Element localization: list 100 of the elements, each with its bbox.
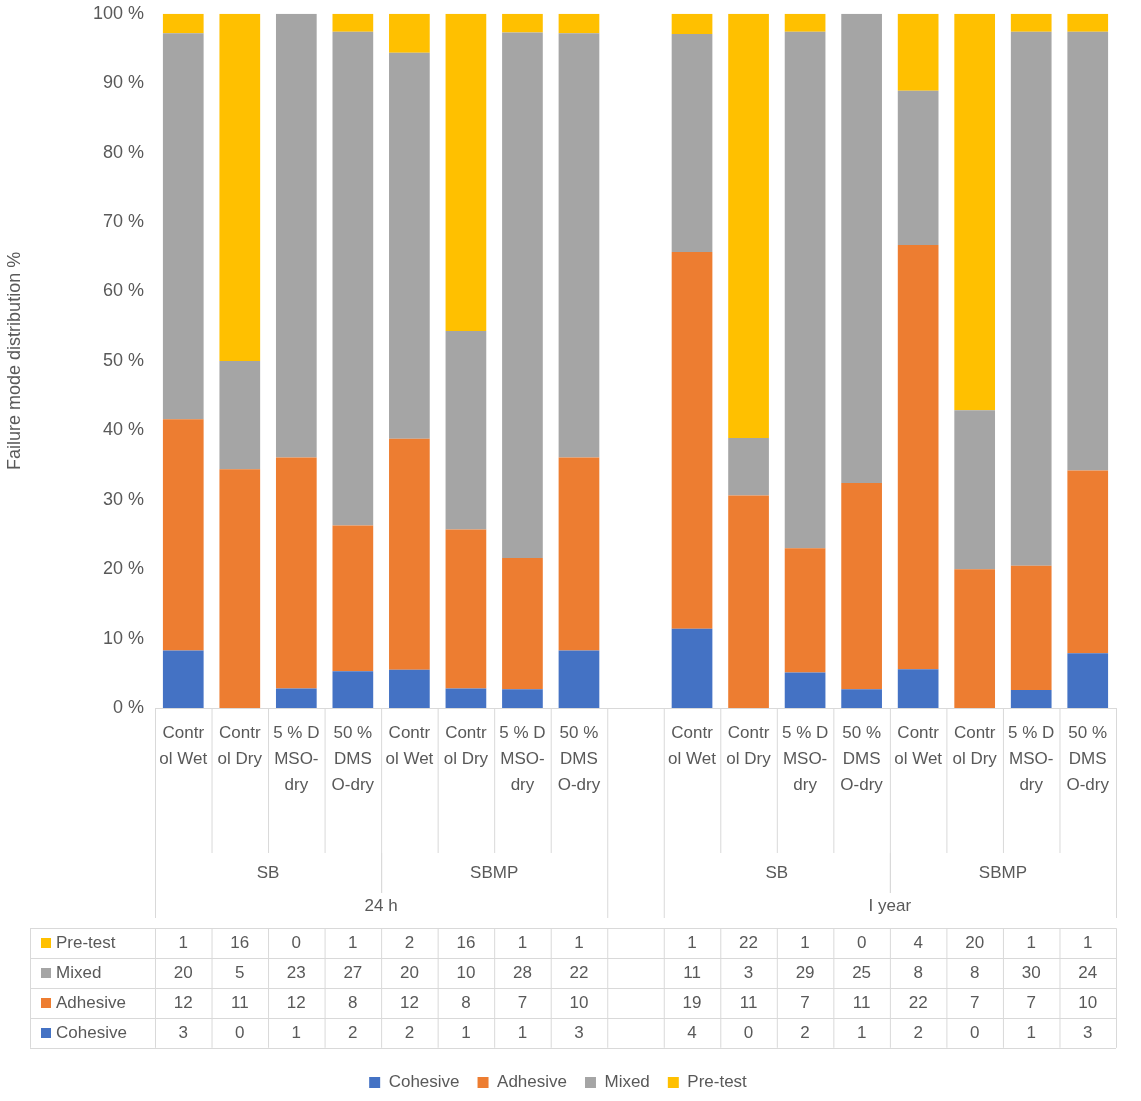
data-label: 24: [1078, 962, 1098, 982]
text: SBMP: [470, 862, 519, 882]
y-tick-label: 20 %: [102, 558, 144, 579]
bar: [502, 689, 543, 708]
bar: [502, 32, 543, 559]
bar: [445, 331, 487, 530]
data-label: 28: [512, 962, 532, 982]
bar: [219, 469, 261, 708]
legend-label: Cohesive: [388, 1072, 460, 1092]
bar: [841, 483, 882, 690]
data-label: 10: [456, 962, 476, 982]
data-label: 2: [800, 1022, 810, 1042]
data-label: 1: [1083, 932, 1093, 952]
bar: [275, 457, 317, 689]
y-tick-label: 10 %: [102, 627, 144, 648]
data-label: 1: [574, 932, 584, 952]
data-label: 7: [800, 992, 810, 1012]
data-label: 2: [348, 1022, 358, 1042]
bar: [558, 13, 600, 34]
bar: [841, 13, 882, 484]
text: SB: [256, 862, 280, 882]
data-label: 1: [1026, 1022, 1036, 1042]
data-label: 10: [1078, 992, 1098, 1012]
bar: [445, 529, 487, 689]
data-label: 29: [795, 962, 815, 982]
y-tick-label: 100 %: [92, 2, 144, 23]
data-label: 1: [348, 932, 358, 952]
bar: [784, 672, 826, 708]
data-label: 23: [286, 962, 306, 982]
bar: [162, 650, 204, 708]
data-label: 20: [173, 962, 193, 982]
bar: [784, 13, 826, 32]
data-label: 4: [913, 932, 923, 952]
bar: [389, 669, 430, 708]
bar: [445, 13, 487, 332]
data-label: 0: [856, 932, 867, 952]
x-tick-label: Control Dry: [952, 722, 998, 768]
x-tick-label: 5 % DMSO-dry: [1008, 722, 1055, 794]
data-label: 1: [687, 932, 697, 952]
x-tick-label: 5 % DMSO-dry: [273, 722, 320, 794]
bar: [728, 13, 769, 438]
bar: [1067, 13, 1109, 32]
data-label: 3: [574, 1022, 584, 1042]
data-label: 8: [913, 962, 923, 982]
data-label: 5: [235, 962, 245, 982]
data-label: 1: [1026, 932, 1036, 952]
data-label: 0: [291, 932, 302, 952]
data-label: 12: [399, 992, 419, 1012]
bar: [897, 90, 939, 245]
bar: [1010, 13, 1052, 32]
bar: [728, 437, 769, 496]
y-tick-label: 80 %: [102, 141, 144, 162]
data-label: 1: [461, 1022, 471, 1042]
bar: [558, 457, 600, 651]
x-tick-label: Control Wet: [894, 722, 943, 768]
data-label: 4: [687, 1022, 697, 1042]
data-label: 3: [743, 962, 754, 982]
x-tick-label: Control Dry: [726, 722, 772, 768]
bar: [897, 669, 939, 708]
x-tick-label: 50 % DMSO-dry: [1066, 722, 1110, 794]
bar: [1067, 470, 1109, 654]
bar: [162, 33, 204, 420]
x-tick-label: 5 % DMSO-dry: [499, 722, 546, 794]
bar: [954, 410, 996, 570]
data-label: 7: [517, 992, 528, 1012]
legend-label: Adhesive: [497, 1072, 567, 1092]
data-label: 3: [178, 1022, 188, 1042]
y-tick-label: 30 %: [102, 488, 144, 509]
text: SBMP: [978, 862, 1028, 882]
bar: [445, 688, 487, 708]
bar: [275, 688, 317, 708]
data-label: 1: [800, 932, 810, 952]
bar: [671, 628, 713, 708]
bar: [954, 13, 996, 411]
y-tick-label: 90 %: [102, 72, 144, 93]
text: 24 h: [364, 895, 398, 915]
bar: [784, 548, 826, 673]
data-label: 10: [569, 992, 589, 1012]
y-tick-label: Adhesive: [56, 992, 126, 1012]
data-label: 16: [456, 932, 476, 952]
data-label: 1: [291, 1022, 302, 1042]
y-tick-label: 60 %: [102, 280, 144, 301]
bar: [558, 650, 600, 708]
bar: [332, 13, 374, 32]
x-tick-label: 50 % DMSO-dry: [557, 722, 601, 794]
bar: [502, 558, 543, 690]
y-tick-label: Mixed: [56, 962, 102, 982]
bar: [389, 52, 430, 439]
x-tick-label: Control Wet: [159, 722, 208, 768]
data-label: 8: [348, 992, 358, 1012]
data-label: 30: [1021, 962, 1041, 982]
bar: [897, 13, 939, 91]
data-label: 22: [569, 962, 589, 982]
x-tick-label: Control Wet: [385, 722, 434, 768]
data-label: 2: [404, 1022, 415, 1042]
data-label: 20: [965, 932, 985, 952]
y-tick-label: 40 %: [102, 419, 144, 440]
data-label: 1: [178, 932, 188, 952]
bar: [389, 13, 430, 53]
bar: [728, 495, 769, 708]
